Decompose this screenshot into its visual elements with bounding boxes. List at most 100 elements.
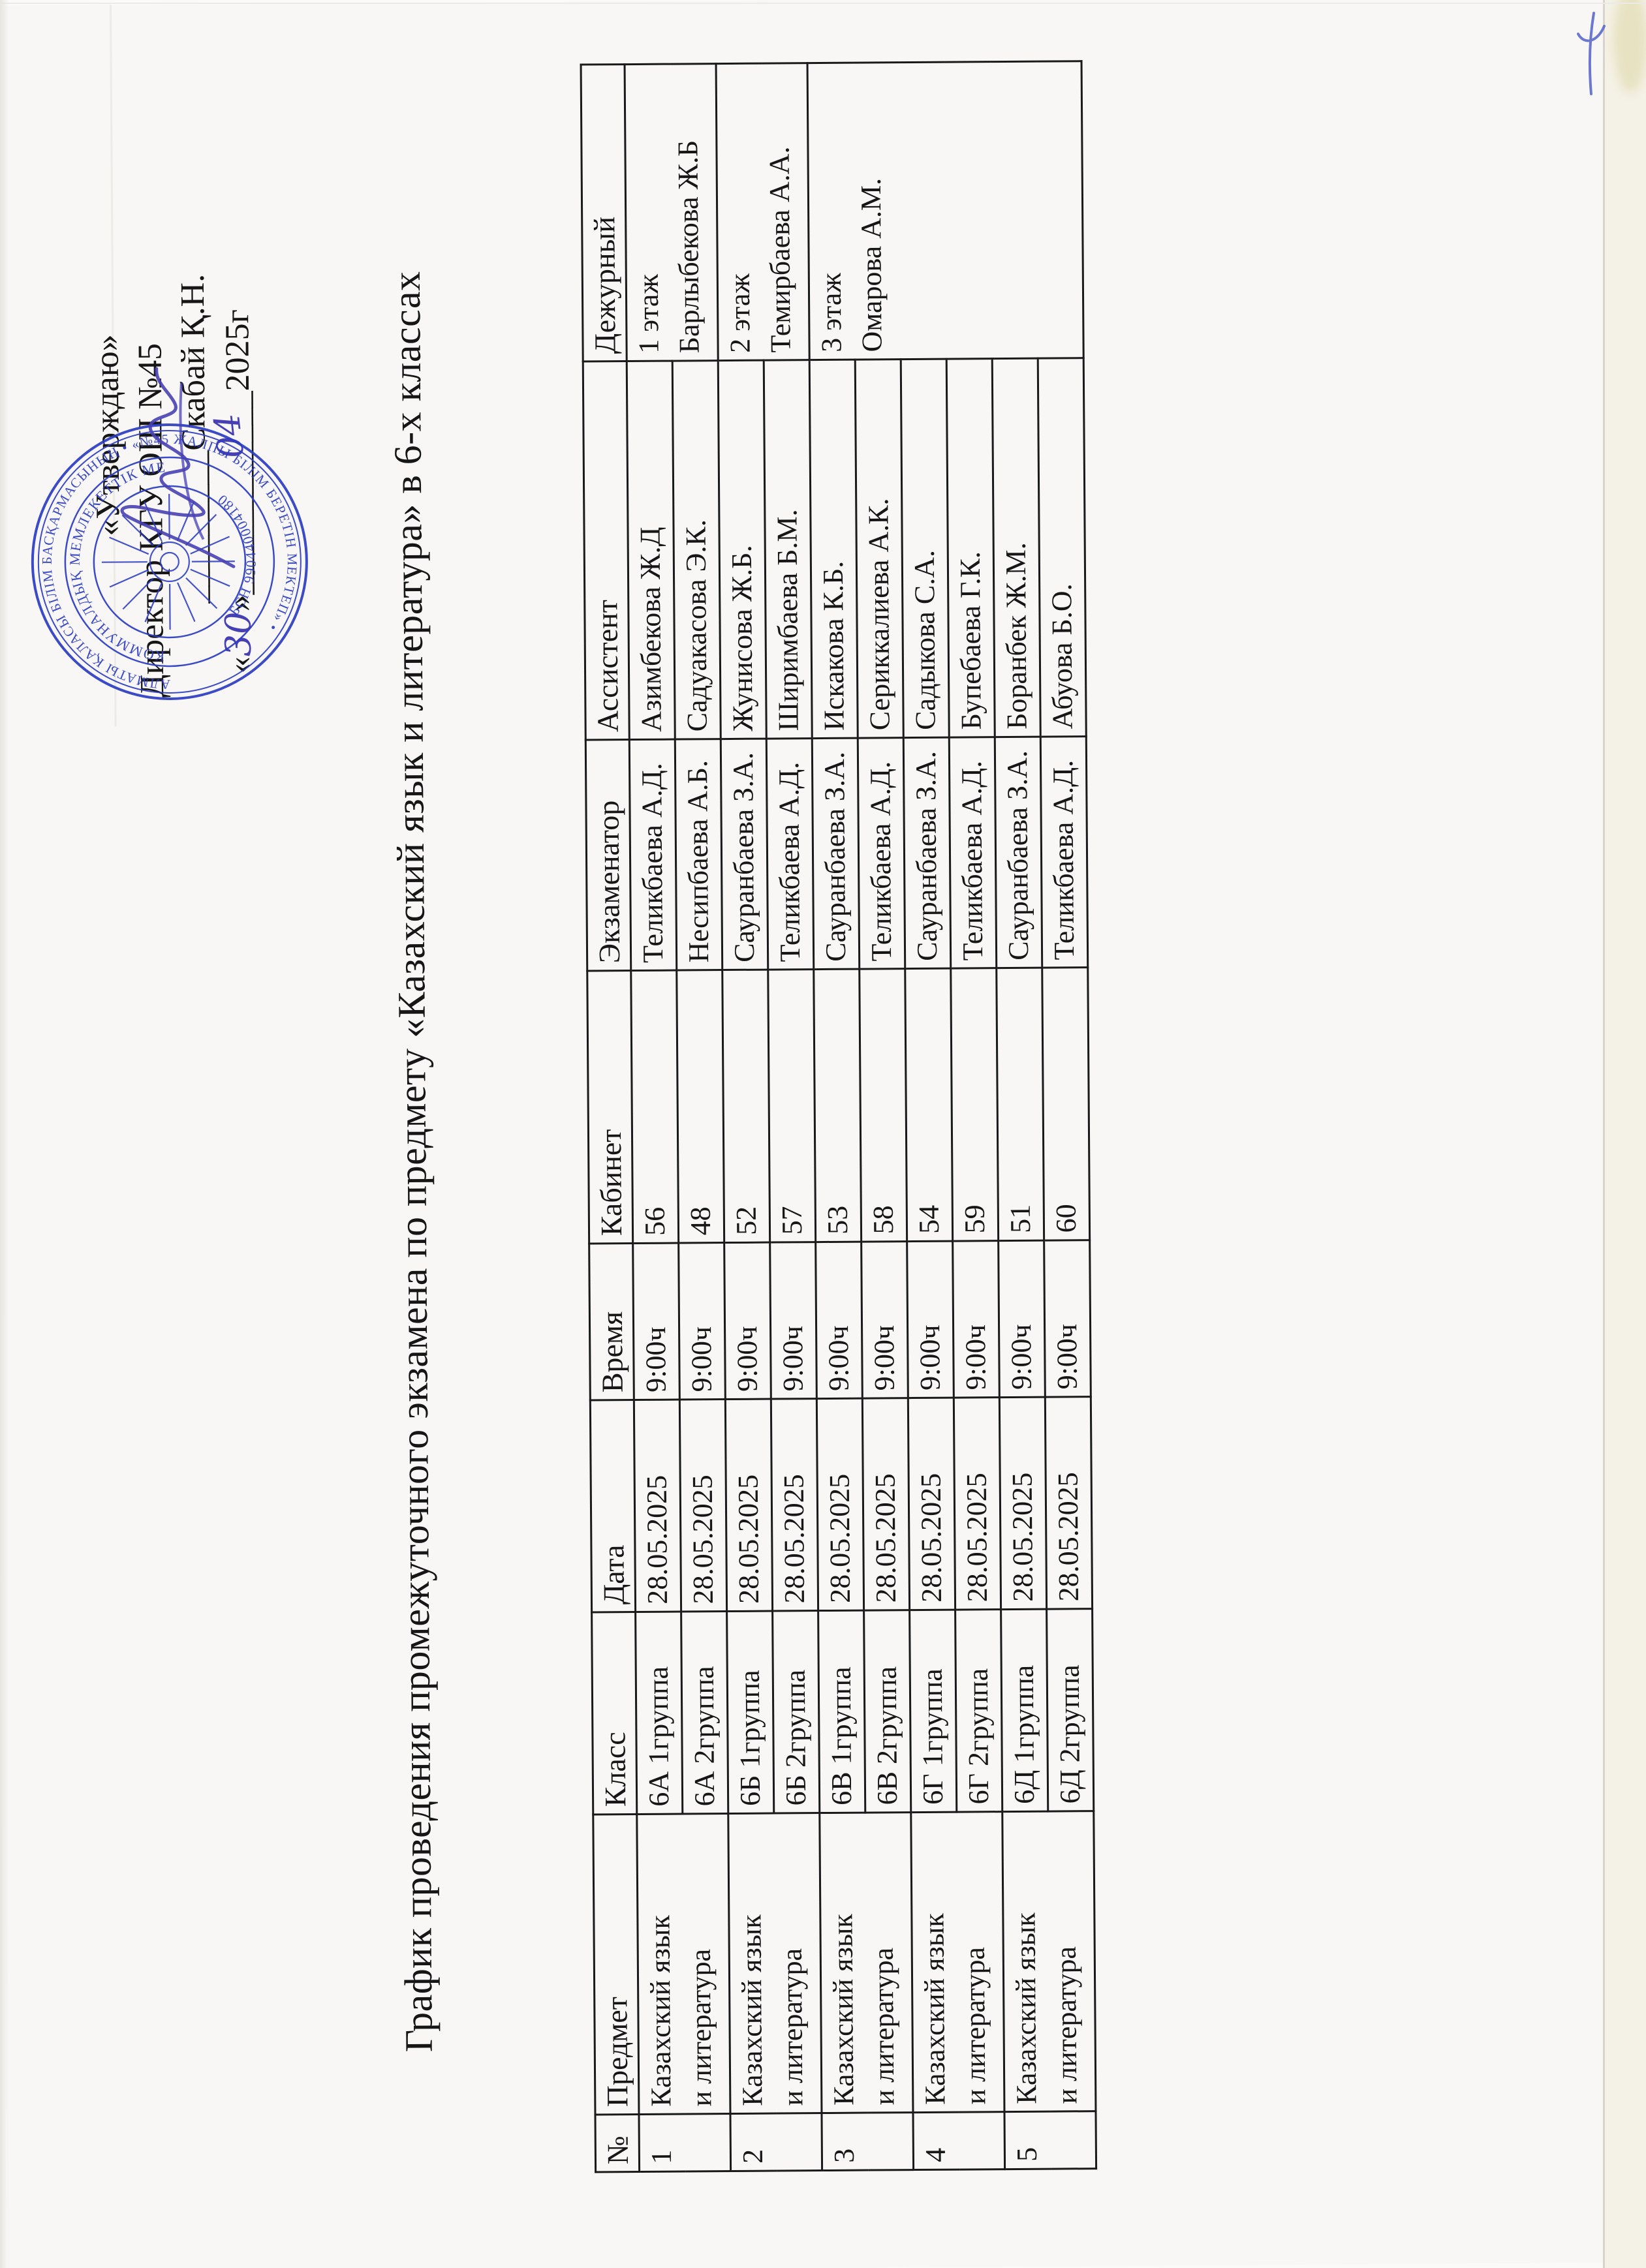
cell-subject: Казахский язык и литература [636, 1813, 730, 2115]
cell-assistant: Боранбек Ж.М. [992, 358, 1041, 737]
cell-examiner: Теликбаева А.Д. [629, 739, 677, 971]
header-subject: Предмет [593, 1814, 639, 2115]
cell-date: 28.05.2025 [634, 1400, 681, 1612]
cell-room: 60 [1042, 967, 1090, 1241]
cell-time: 9:00ч [907, 1241, 954, 1398]
cell-time: 9:00ч [861, 1241, 908, 1399]
cell-examiner: Теликбаева А.Д. [858, 737, 905, 970]
cell-assistant: Жунисова Ж.Б. [718, 360, 767, 739]
cell-time: 9:00ч [632, 1243, 680, 1400]
header-num: № [595, 2114, 640, 2172]
scan-left-shadow [0, 0, 9, 2268]
duty-floor: 3 этаж [815, 273, 848, 353]
stamp-outer-circle2 [37, 429, 302, 694]
duty-floor: 1 этаж [632, 274, 665, 354]
cell-assistant: Сериккалиева А.К. [855, 359, 904, 739]
cell-class: 6Д 2группа [1046, 1608, 1094, 1812]
cell-examiner: Теликбаева А.Д. [766, 738, 814, 970]
subject-line2: и литература [775, 1948, 809, 2106]
cell-class: 6А 2группа [681, 1611, 728, 1815]
stamp-inner-circle [93, 485, 247, 639]
scan-top-edge [0, 3, 1646, 4]
cell-date: 28.05.2025 [999, 1397, 1047, 1610]
cell-subject: Казахский язык и литература [728, 1813, 822, 2114]
cell-time: 9:00ч [998, 1240, 1046, 1398]
cell-subject: Казахский язык и литература [1002, 1811, 1096, 2112]
cell-assistant: Садуакасова Э.К. [672, 360, 721, 740]
cell-class: 6Г 2группа [955, 1609, 1002, 1813]
cell-duty: 3 этаж Омарова А.М. [807, 61, 1084, 360]
header-assistant: Ассистент [583, 361, 630, 741]
exam-schedule-table: № Предмет Класс Дата Время Кабинет Экзам… [580, 60, 1098, 2173]
cell-date: 28.05.2025 [862, 1398, 910, 1611]
cell-room: 56 [630, 970, 679, 1244]
cell-assistant: Бупебаева Г.К. [946, 358, 995, 738]
subject-line2: и литература [958, 1946, 992, 2105]
cell-num: 3 [821, 2112, 914, 2171]
cell-room: 52 [722, 970, 770, 1243]
cell-class: 6Б 1группа [726, 1611, 774, 1814]
stamp-mid-circle [64, 456, 275, 667]
cell-examiner: Сауранбаева З.А. [903, 737, 951, 969]
header-examiner: Экзаменатор [585, 739, 631, 972]
header-time: Время [589, 1243, 634, 1400]
cell-assistant: Азимбекова Ж.Д [627, 361, 675, 740]
cell-num: 4 [912, 2111, 1005, 2170]
cell-subject: Казахский язык и литература [819, 1812, 913, 2113]
cell-assistant: Искакова К.Б. [809, 360, 858, 739]
cell-duty: 1 этаж Барлыбекова Ж.Б [625, 63, 719, 361]
cell-date: 28.05.2025 [679, 1399, 727, 1612]
subject-line2: и литература [1049, 1946, 1083, 2104]
cell-num: 5 [1004, 2111, 1096, 2169]
cell-examiner: Сауранбаева З.А. [721, 739, 768, 970]
cell-examiner: Сауранбаева З.А. [995, 737, 1042, 968]
cell-room: 53 [813, 969, 862, 1242]
cell-class: 6В 1группа [818, 1610, 865, 1813]
cell-subject: Казахский язык и литература [910, 1811, 1004, 2113]
cell-time: 9:00ч [724, 1242, 771, 1400]
cell-time: 9:00ч [769, 1242, 817, 1400]
cell-date: 28.05.2025 [771, 1398, 818, 1612]
subject-line2: и литература [867, 1947, 901, 2106]
header-class: Класс [591, 1612, 637, 1815]
paper-edge-line [1603, 0, 1605, 2268]
cell-duty: 2 этаж Темирбаева А.А. [716, 63, 810, 361]
corner-smudge [1613, 0, 1646, 93]
duty-name: Омарова А.М. [854, 177, 888, 352]
cell-time: 9:00ч [815, 1242, 863, 1399]
cell-examiner: Теликбаева А.Д. [1040, 736, 1088, 968]
cell-examiner: Несипбаева А.Б. [675, 739, 722, 971]
scanner-background-strip [1605, 0, 1646, 2268]
cell-time: 9:00ч [678, 1242, 726, 1400]
stamp-emblem [101, 493, 235, 630]
cell-room: 54 [905, 968, 953, 1242]
subject-line2: и литература [684, 1948, 718, 2107]
director-signature [120, 367, 236, 568]
header-duty: Дежурный [581, 64, 627, 362]
subject-line1: Казахский язык [644, 1915, 677, 2107]
cell-date: 28.05.2025 [908, 1398, 955, 1610]
stamp-outer-circle [31, 423, 308, 700]
cell-date: 28.05.2025 [725, 1399, 773, 1612]
cell-room: 58 [859, 968, 907, 1242]
cell-num: 1 [638, 2113, 731, 2172]
cell-date: 28.05.2025 [1045, 1396, 1093, 1610]
cell-room: 57 [768, 969, 816, 1243]
subject-line1: Казахский язык [1009, 1912, 1043, 2105]
cell-class: 6Г 1группа [909, 1610, 957, 1813]
cell-time: 9:00ч [1044, 1240, 1091, 1398]
header-date: Дата [590, 1400, 636, 1612]
cell-class: 6Б 2группа [772, 1610, 820, 1814]
cell-time: 9:00ч [952, 1240, 1000, 1398]
cell-assistant: Абуова Б.О. [1038, 358, 1087, 737]
subject-line1: Казахский язык [918, 1913, 952, 2106]
cell-class: 6А 1группа [635, 1612, 683, 1815]
cell-class: 6Д 1группа [1001, 1609, 1048, 1812]
cell-date: 28.05.2025 [816, 1398, 864, 1611]
cell-assistant: Садыкова С.А. [901, 359, 950, 738]
subject-line1: Казахский язык [826, 1914, 860, 2106]
cell-class: 6В 2группа [863, 1610, 911, 1813]
cell-examiner: Теликбаева А.Д. [949, 737, 997, 969]
